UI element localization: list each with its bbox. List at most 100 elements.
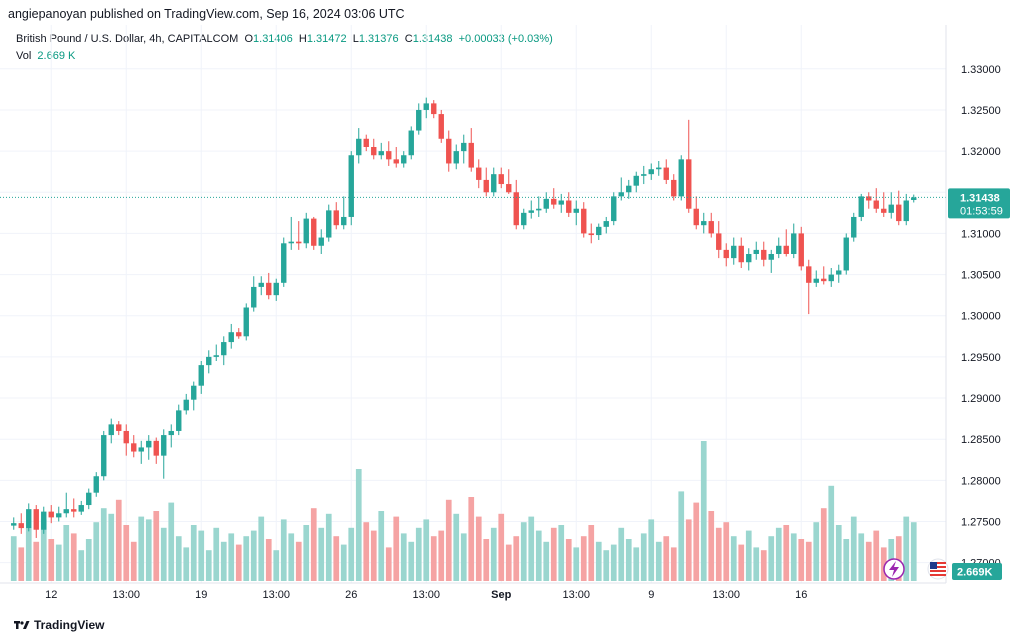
candle-body [686, 159, 692, 209]
candle [798, 226, 804, 271]
candle-body [633, 175, 639, 186]
candle [588, 223, 594, 244]
candle [183, 393, 189, 415]
volume-bar [153, 511, 160, 581]
candle-body [671, 179, 677, 197]
volume-bar [115, 499, 122, 581]
time-tick-label: 13:00 [112, 589, 140, 601]
candle [11, 517, 17, 530]
candle [476, 159, 482, 189]
volume-bar [528, 516, 535, 581]
volume-bar [475, 516, 482, 581]
volume-bar [235, 544, 242, 581]
volume-bar [790, 533, 797, 581]
time-tick-label: 13:00 [262, 589, 290, 601]
price-tick-label: 1.28500 [961, 434, 1001, 446]
volume-bar [55, 544, 62, 581]
candle-body [108, 424, 114, 436]
candle-body [191, 385, 197, 400]
candle-body [708, 221, 714, 234]
candle [221, 336, 227, 366]
volume-bar [453, 513, 460, 581]
candle [551, 188, 557, 209]
symbol-name[interactable]: British Pound / U.S. Dollar, 4h, CAPITAL… [16, 33, 239, 45]
volume-bar [423, 519, 430, 581]
candle [746, 248, 752, 271]
volume-bar [535, 530, 542, 581]
candle [611, 192, 617, 226]
candle-body [873, 200, 879, 209]
volume-bar [745, 530, 752, 581]
candle [206, 350, 212, 374]
volume-bar [295, 541, 302, 581]
volume-bar [603, 550, 610, 581]
high-value: 1.31472 [306, 33, 347, 45]
price-tick-label: 1.31000 [961, 228, 1001, 240]
candle-body [386, 151, 392, 160]
volume-bar [678, 491, 685, 581]
candle-body [63, 509, 69, 514]
price-axis[interactable]: 1.330001.325001.320001.315001.310001.305… [961, 64, 1001, 570]
volume-bar [708, 511, 715, 581]
candle-body [483, 179, 489, 193]
candle [311, 216, 317, 250]
candle-body [813, 278, 819, 283]
candle-body [551, 198, 557, 205]
candle [371, 138, 377, 160]
volume-bar [348, 527, 355, 581]
volume-bar [18, 547, 25, 581]
candle-body [866, 196, 872, 201]
candle [813, 270, 819, 287]
candle [48, 505, 54, 524]
candle-body [656, 167, 662, 170]
candle-body [761, 249, 767, 260]
volume-bar [490, 527, 497, 581]
candle-body [213, 355, 219, 357]
volume-bar [700, 441, 707, 581]
candle-body [611, 196, 617, 222]
price-tick-label: 1.29500 [961, 352, 1001, 364]
candle-body [26, 509, 32, 529]
volume-bar [828, 485, 835, 581]
candle-body [491, 174, 497, 193]
candle-body [266, 282, 272, 296]
candle [446, 130, 452, 172]
candle [791, 223, 797, 259]
volume-bar [843, 539, 850, 581]
candle [63, 492, 69, 518]
candle [26, 503, 32, 532]
candle-body [48, 511, 54, 518]
candle [836, 264, 842, 283]
candle [843, 233, 849, 275]
time-tick-label: 9 [648, 589, 654, 601]
last-price-badge: 1.31438 01:53:59 [948, 188, 1010, 219]
candle [326, 204, 332, 242]
volume-bars [10, 441, 917, 581]
us-flag-icon[interactable] [927, 558, 949, 580]
candle-body [198, 365, 204, 386]
price-tick-label: 1.28000 [961, 475, 1001, 487]
candle [903, 193, 909, 226]
volume-bar [70, 533, 77, 581]
candle-body [573, 208, 579, 213]
candle [153, 437, 159, 464]
candle [671, 174, 677, 201]
volume-bar [850, 516, 857, 581]
candle [723, 243, 729, 267]
volume-bar [93, 522, 100, 581]
time-axis[interactable]: 12 13:00 19 13:00 26 13:00 Sep 13:00 9 13:00 16 [45, 589, 807, 601]
candle [318, 229, 324, 254]
candle-body [506, 184, 512, 193]
candle-body [588, 233, 594, 236]
volume-bar [258, 516, 265, 581]
volume-label[interactable]: Vol [16, 50, 32, 62]
volume-bar [325, 513, 332, 581]
footer-brand[interactable]: TradingView [14, 618, 104, 632]
lightning-icon[interactable] [883, 558, 905, 580]
time-tick-label: 13:00 [562, 589, 590, 601]
candle-body [258, 282, 264, 287]
candle-body [461, 142, 467, 152]
close-label: C [404, 33, 413, 45]
candle-body [821, 278, 827, 282]
